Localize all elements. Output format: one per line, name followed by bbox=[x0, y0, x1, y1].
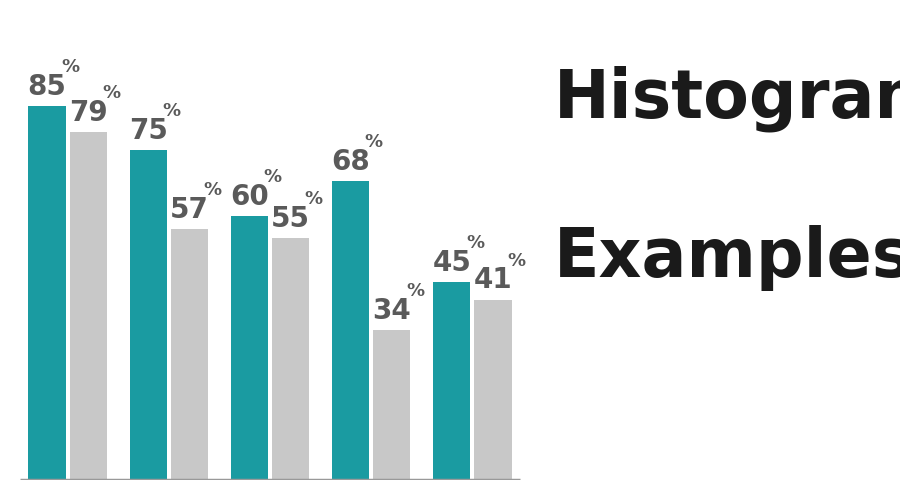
Bar bbox=[69, 132, 107, 480]
Text: 55: 55 bbox=[271, 204, 310, 233]
Text: 68: 68 bbox=[331, 148, 370, 176]
Bar bbox=[230, 216, 268, 480]
Text: 34: 34 bbox=[373, 297, 411, 325]
Text: %: % bbox=[466, 234, 484, 252]
Text: %: % bbox=[264, 168, 282, 186]
Text: 41: 41 bbox=[473, 266, 512, 294]
Bar bbox=[332, 181, 369, 480]
Text: 75: 75 bbox=[129, 116, 167, 144]
Bar bbox=[171, 229, 208, 480]
Text: 45: 45 bbox=[432, 248, 472, 276]
Text: %: % bbox=[305, 190, 323, 208]
Text: %: % bbox=[203, 182, 221, 200]
Text: %: % bbox=[103, 84, 121, 102]
Bar bbox=[28, 106, 66, 480]
Text: %: % bbox=[364, 133, 382, 151]
Bar bbox=[374, 330, 410, 480]
Text: %: % bbox=[162, 102, 180, 120]
Text: Histogram: Histogram bbox=[554, 65, 900, 132]
Text: 79: 79 bbox=[69, 99, 107, 127]
Bar bbox=[474, 300, 512, 480]
Text: 60: 60 bbox=[230, 182, 269, 210]
Bar bbox=[130, 150, 166, 480]
Text: 57: 57 bbox=[170, 196, 209, 224]
Text: %: % bbox=[61, 58, 79, 76]
Text: %: % bbox=[406, 282, 424, 300]
Bar bbox=[272, 238, 310, 480]
Text: Examples: Examples bbox=[554, 225, 900, 291]
Bar bbox=[433, 282, 471, 480]
Text: 85: 85 bbox=[28, 72, 67, 101]
Text: %: % bbox=[508, 252, 526, 270]
